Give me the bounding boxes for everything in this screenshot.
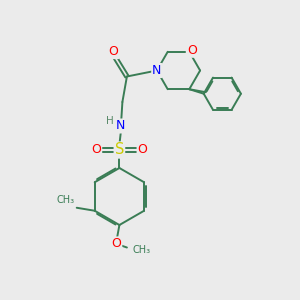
Text: CH₃: CH₃ [133, 245, 151, 256]
Text: N: N [116, 119, 126, 133]
Text: O: O [112, 237, 121, 250]
Text: O: O [109, 45, 118, 58]
Text: H: H [106, 116, 113, 127]
Text: O: O [138, 143, 147, 157]
Text: O: O [92, 143, 101, 157]
Text: CH₃: CH₃ [56, 195, 74, 205]
Text: O: O [187, 44, 196, 57]
Text: S: S [115, 142, 124, 158]
Text: N: N [152, 64, 162, 77]
